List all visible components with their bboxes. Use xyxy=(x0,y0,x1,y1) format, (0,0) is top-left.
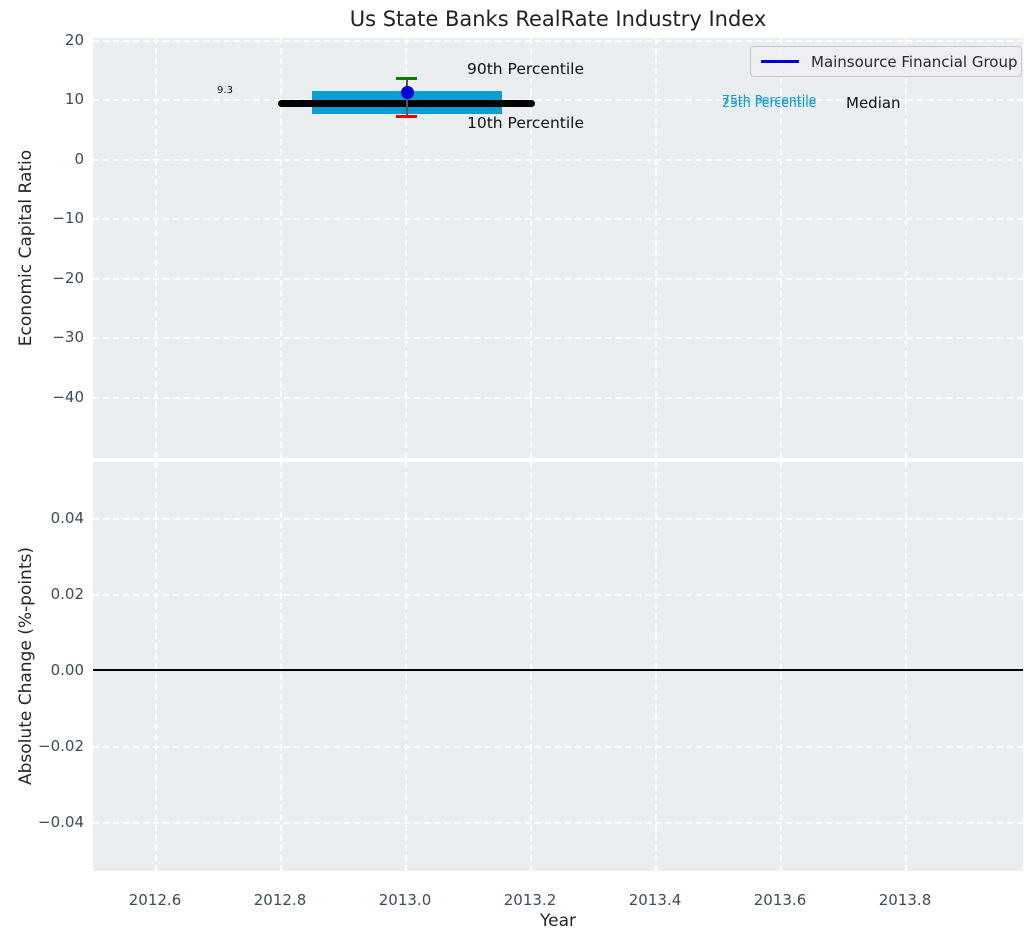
gridline-vertical xyxy=(530,38,532,458)
gridline-vertical xyxy=(655,462,657,871)
ytick-top: 10 xyxy=(64,90,84,108)
gridline-vertical xyxy=(780,462,782,871)
ytick-bottom: 0.00 xyxy=(50,661,84,679)
xtick: 2013.0 xyxy=(378,891,432,909)
gridline-horizontal xyxy=(93,40,1023,42)
median-value-label: 9.3 xyxy=(217,85,233,96)
gridline-vertical xyxy=(405,38,407,458)
p10-label: 10th Percentile xyxy=(467,114,585,132)
gridline-vertical xyxy=(905,462,907,871)
xtick: 2012.8 xyxy=(253,891,307,909)
gridline-horizontal xyxy=(93,159,1023,161)
xtick: 2013.4 xyxy=(628,891,682,909)
legend: Mainsource Financial Group xyxy=(750,46,1022,77)
p25-label: 25th Percentile xyxy=(722,95,817,110)
gridline-vertical xyxy=(155,38,157,458)
gridline-vertical xyxy=(280,462,282,871)
gridline-horizontal xyxy=(93,746,1023,748)
whisker-cap-90th xyxy=(396,77,417,80)
legend-label: Mainsource Financial Group xyxy=(811,52,1018,71)
x-axis-label: Year xyxy=(540,911,576,931)
gridline-horizontal xyxy=(93,337,1023,339)
xtick: 2013.2 xyxy=(503,891,557,909)
ytick-top: 0 xyxy=(74,150,84,168)
ytick-bottom: 0.04 xyxy=(50,509,84,527)
gridline-horizontal xyxy=(93,397,1023,399)
top-plot-area: 9.3 90th Percentile 10th Percentile 75th… xyxy=(93,38,1023,458)
whisker-cap-10th xyxy=(396,115,417,118)
top-y-axis-label: Economic Capital Ratio xyxy=(16,149,36,347)
ytick-bottom: 0.02 xyxy=(50,585,84,603)
gridline-vertical xyxy=(780,38,782,458)
legend-line-swatch xyxy=(761,60,799,63)
xtick: 2013.6 xyxy=(753,891,807,909)
xtick: 2013.8 xyxy=(878,891,932,909)
gridline-vertical xyxy=(905,38,907,458)
company-marker-dot xyxy=(401,86,414,99)
bottom-plot-area xyxy=(93,462,1023,871)
gridline-horizontal xyxy=(93,99,1023,101)
gridline-vertical xyxy=(155,462,157,871)
gridline-horizontal xyxy=(93,822,1023,824)
gridline-vertical xyxy=(530,462,532,871)
ytick-top: −40 xyxy=(52,388,84,406)
gridline-horizontal xyxy=(93,594,1023,596)
p75-label: 75th Percentile xyxy=(722,92,817,107)
ytick-bottom: −0.02 xyxy=(38,737,84,755)
chart-title: Us State Banks RealRate Industry Index xyxy=(349,7,767,31)
p90-label: 90th Percentile xyxy=(467,60,585,78)
gridline-horizontal xyxy=(93,218,1023,220)
ytick-top: 20 xyxy=(64,31,84,49)
gridline-vertical xyxy=(280,38,282,458)
ytick-bottom: −0.04 xyxy=(38,813,84,831)
median-text-label: Median xyxy=(846,94,901,112)
ytick-top: −20 xyxy=(52,269,84,287)
ytick-top: −30 xyxy=(52,328,84,346)
ytick-top: −10 xyxy=(52,209,84,227)
bottom-y-axis-label: Absolute Change (%-points) xyxy=(16,547,36,785)
xtick: 2012.6 xyxy=(128,891,182,909)
zero-line xyxy=(93,669,1023,671)
gridline-vertical xyxy=(405,462,407,871)
gridline-horizontal xyxy=(93,278,1023,280)
gridline-vertical xyxy=(655,38,657,458)
gridline-horizontal xyxy=(93,518,1023,520)
